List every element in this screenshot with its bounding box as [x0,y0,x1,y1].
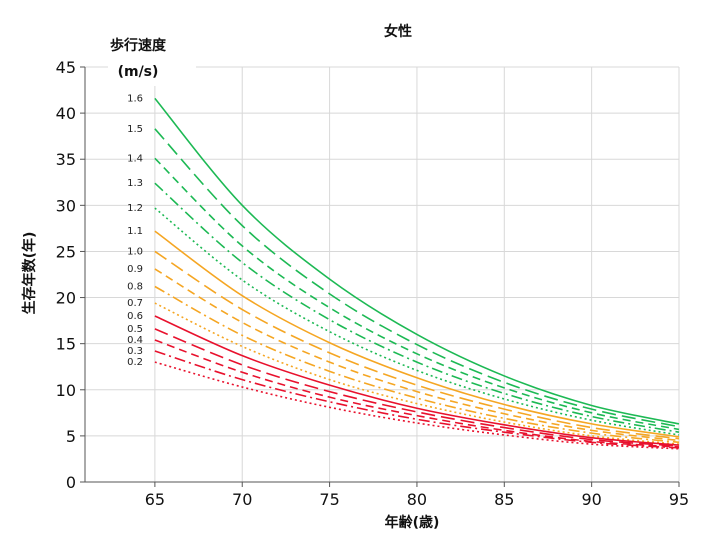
x-tick-label-0: 65 [145,490,165,509]
series-line-1-3 [154,182,680,433]
series-label-1-2: 1.2 [127,203,143,214]
series-line-0-7 [154,302,680,445]
series-label-0-3: 0.3 [127,346,143,357]
series-label-1-1: 1.1 [127,226,143,237]
series-line-0-4 [154,339,680,448]
series-line-1-6 [154,97,680,425]
series-line-0-6 [154,315,680,446]
series-label-0-9: 0.9 [127,264,143,275]
y-tick-label-9: 45 [56,58,76,77]
chart-title: 女性 [384,23,412,40]
axes [80,66,680,487]
y-tick-labels: 0 5 10 15 20 25 30 35 40 45 [56,58,76,492]
legend-unit: (m/s) [118,64,159,80]
x-tick-label-2: 75 [319,490,339,509]
series-label-0-2: 0.2 [127,357,143,368]
x-tick-label-5: 90 [581,490,601,509]
y-tick-label-8: 40 [56,104,76,123]
x-tick-labels: 65 70 75 80 85 90 95 [145,490,689,509]
x-tick-label-4: 85 [494,490,514,509]
series-group [154,97,680,450]
series-labels: 1.61.51.41.31.21.11.00.90.80.70.60.50.40… [127,93,143,368]
x-tick-label-6: 95 [669,490,689,509]
series-label-1-6: 1.6 [127,93,143,104]
y-tick-label-5: 25 [56,242,76,261]
series-label-0-6: 0.6 [127,311,143,322]
series-line-0-2 [154,361,680,450]
legend-title-background [108,34,196,86]
y-tick-label-4: 20 [56,289,76,308]
series-label-1-3: 1.3 [127,178,143,189]
y-tick-label-3: 15 [56,335,76,354]
series-line-0-3 [154,350,680,449]
series-label-0-5: 0.5 [127,324,143,335]
y-tick-label-2: 10 [56,381,76,400]
series-line-0-9 [154,268,680,442]
legend-title: 歩行速度 [110,37,167,54]
x-tick-label-1: 70 [232,490,252,509]
series-line-1-2 [154,207,680,436]
series-line-1-5 [154,128,680,428]
series-label-0-7: 0.7 [127,298,143,309]
series-line-1-1 [154,230,680,438]
series-label-0-8: 0.8 [127,281,143,292]
y-tick-label-7: 35 [56,150,76,169]
x-tick-label-3: 80 [407,490,427,509]
y-tick-label-0: 0 [66,473,76,492]
series-line-1-0 [154,250,680,440]
y-axis-title: 生存年数(年) [21,232,38,315]
series-label-1-5: 1.5 [127,124,143,135]
series-line-1-4 [154,157,680,431]
series-line-0-8 [154,285,680,444]
y-tick-label-6: 30 [56,196,76,215]
series-label-1-0: 1.0 [127,246,143,257]
series-label-0-4: 0.4 [127,335,143,346]
x-axis-title: 年齢(歳) [385,514,440,531]
series-label-1-4: 1.4 [127,153,143,164]
series-line-0-5 [154,328,680,447]
y-tick-label-1: 5 [66,427,76,446]
